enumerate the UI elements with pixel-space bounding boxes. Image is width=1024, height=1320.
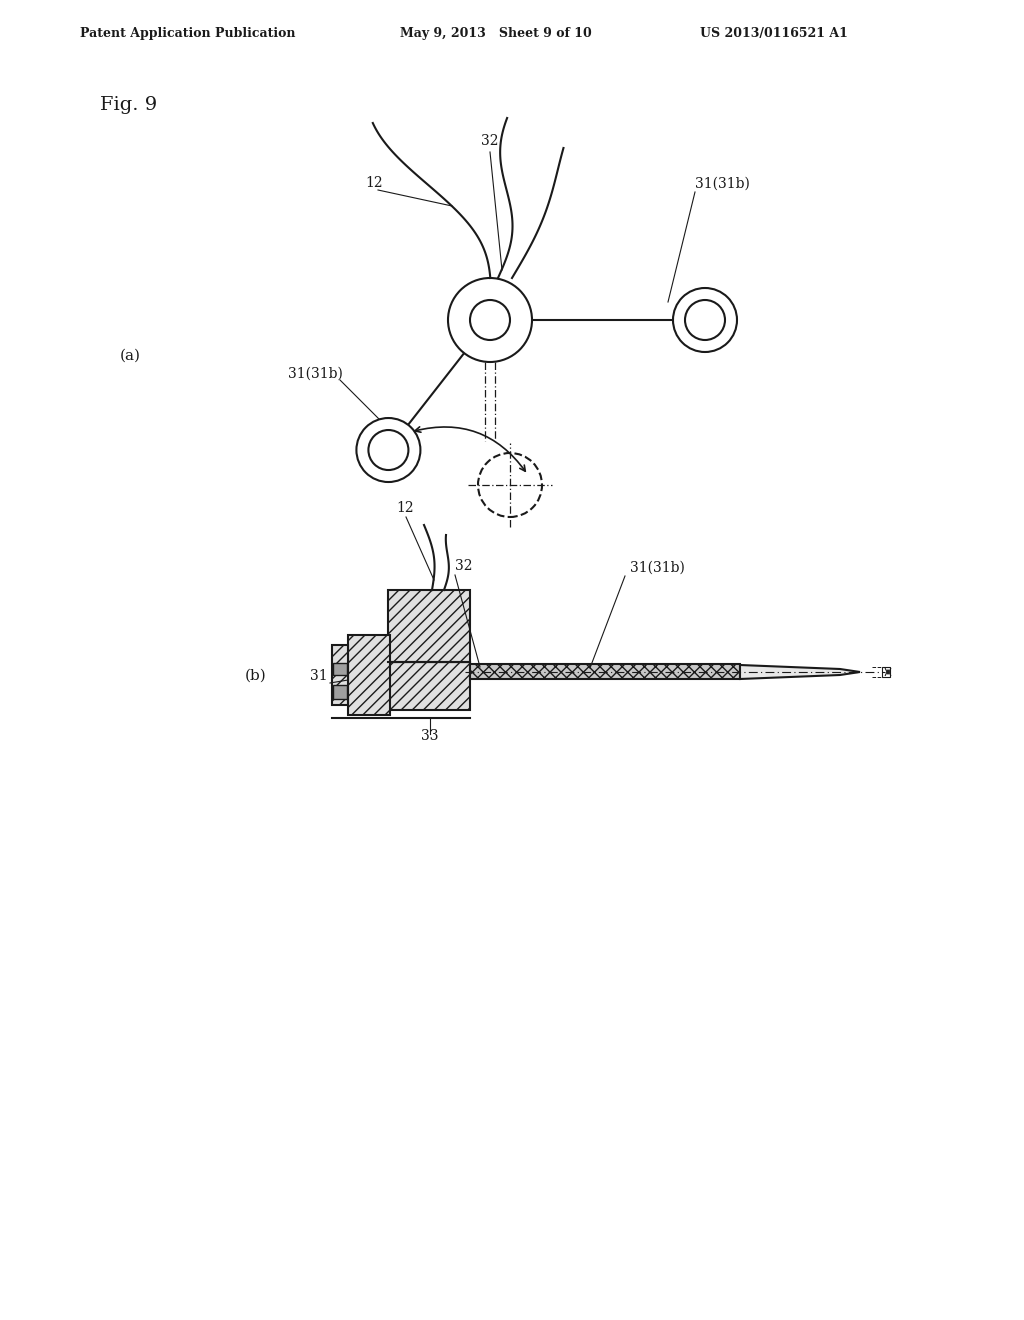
Text: 31(31b): 31(31b) xyxy=(288,367,343,381)
Text: 12: 12 xyxy=(396,502,414,515)
Bar xyxy=(333,685,347,700)
Circle shape xyxy=(449,279,532,362)
Text: (b): (b) xyxy=(245,669,266,682)
Text: Patent Application Publication: Patent Application Publication xyxy=(80,26,296,40)
Bar xyxy=(470,664,740,678)
Bar xyxy=(388,590,470,663)
Circle shape xyxy=(470,300,510,341)
Circle shape xyxy=(369,430,409,470)
Text: 32: 32 xyxy=(455,558,472,573)
Text: 12: 12 xyxy=(365,176,383,190)
Circle shape xyxy=(356,418,421,482)
Bar xyxy=(333,663,347,675)
Polygon shape xyxy=(740,665,860,678)
Text: (a): (a) xyxy=(120,348,141,363)
Text: Fig. 9: Fig. 9 xyxy=(100,96,158,114)
Bar xyxy=(882,667,890,677)
Text: May 9, 2013   Sheet 9 of 10: May 9, 2013 Sheet 9 of 10 xyxy=(400,26,592,40)
Text: US 2013/0116521 A1: US 2013/0116521 A1 xyxy=(700,26,848,40)
Text: 32: 32 xyxy=(481,135,499,148)
Bar xyxy=(388,663,470,710)
Text: 31(31b): 31(31b) xyxy=(695,177,750,191)
Bar xyxy=(332,645,348,705)
Bar xyxy=(348,635,390,715)
Text: 31: 31 xyxy=(310,669,328,682)
Circle shape xyxy=(685,300,725,341)
Text: 31(31b): 31(31b) xyxy=(630,561,685,576)
Circle shape xyxy=(673,288,737,352)
Text: 33: 33 xyxy=(421,729,438,743)
